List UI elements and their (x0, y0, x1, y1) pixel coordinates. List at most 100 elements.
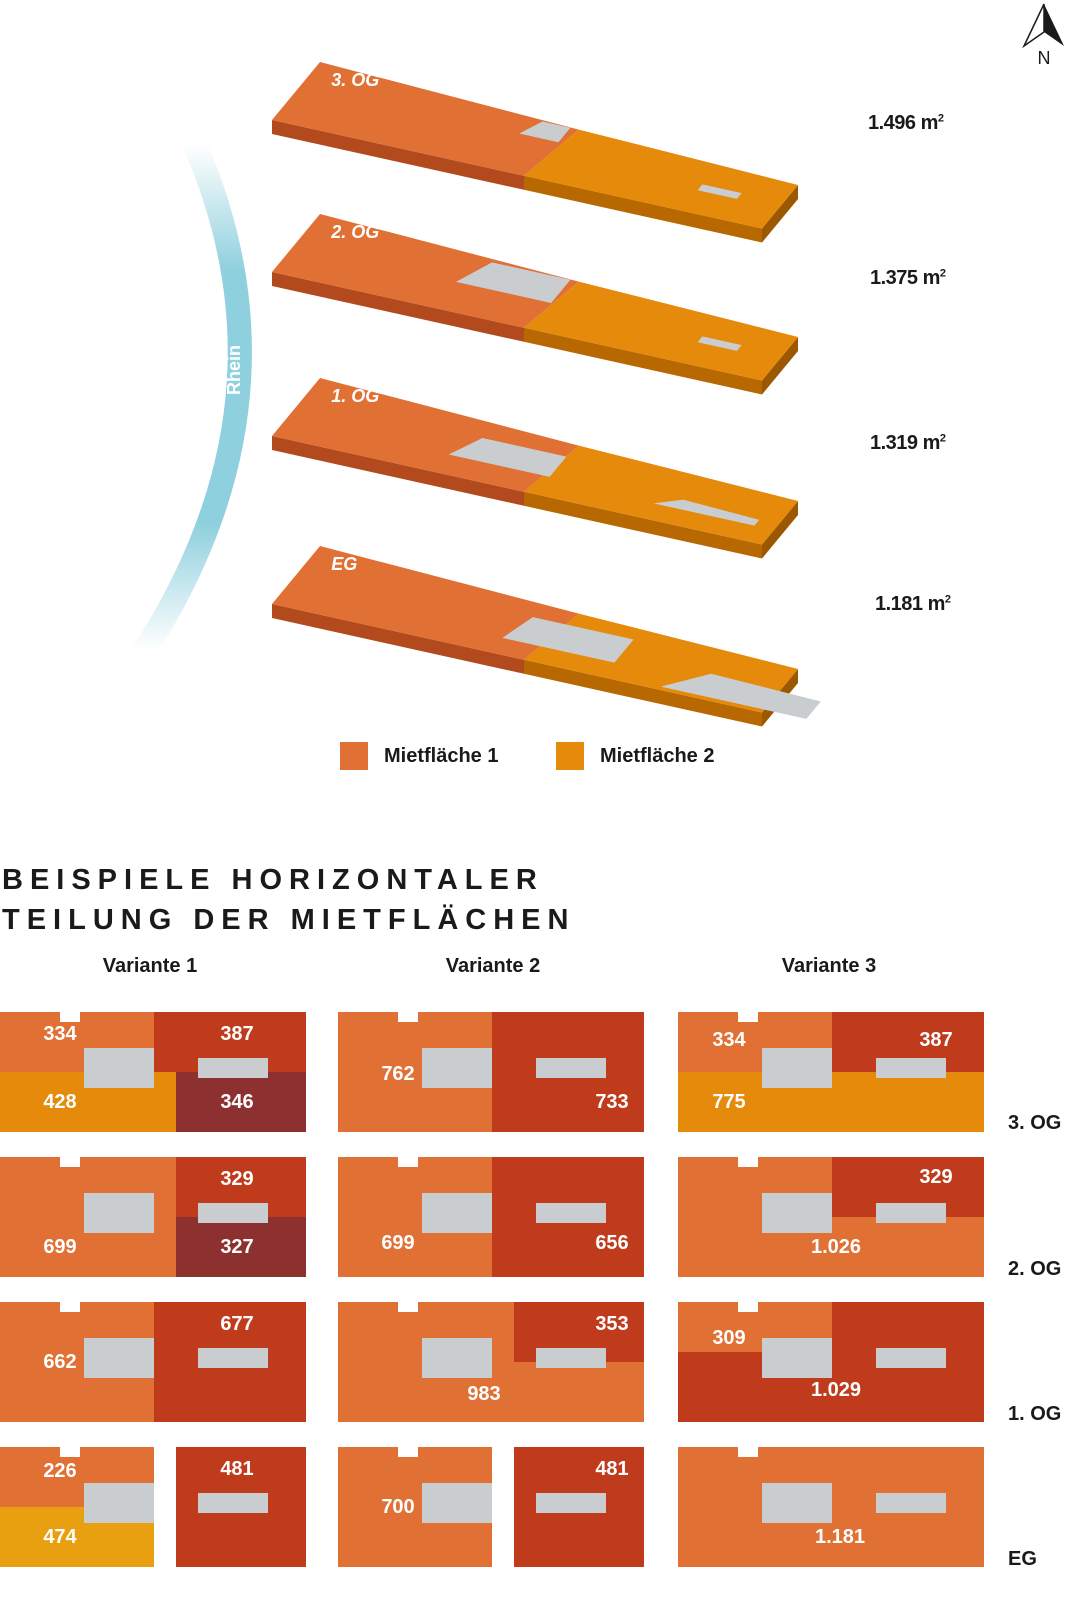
row-label-eg: EG (1008, 1548, 1037, 1570)
plan-area-value: 428 (43, 1091, 76, 1113)
core-area (448, 437, 567, 477)
floor-side-edge (762, 185, 798, 243)
plan-notch (738, 1447, 758, 1457)
core-area (697, 184, 742, 199)
section-title: BEISPIELE HORIZONTALER TEILUNG DER MIETF… (2, 860, 575, 940)
plan-core-area (84, 1338, 154, 1378)
plan-core-area (762, 1483, 832, 1523)
core-area (697, 336, 742, 351)
plan-notch (738, 1302, 758, 1312)
plan-area-value: 775 (712, 1091, 745, 1113)
plan-core-area (536, 1348, 606, 1368)
floor-name-label: 1. OG (331, 386, 379, 406)
plan-area-value: 353 (595, 1313, 628, 1335)
row-label-3og: 3. OG (1008, 1112, 1062, 1134)
plan-area-value: 983 (467, 1383, 500, 1405)
plan-core-area (762, 1338, 832, 1378)
plan-area-value: 1.029 (811, 1379, 861, 1401)
section-title-line-1: BEISPIELE HORIZONTALER (2, 864, 544, 896)
plan-area-value: 700 (381, 1496, 414, 1518)
variant-2-title: Variante 2 (445, 955, 541, 977)
plan-area-value: 733 (595, 1091, 628, 1113)
legend-item-mietflaeche-2: Mietfläche 2 (556, 742, 714, 770)
plan-area-value: 309 (712, 1327, 745, 1349)
floor-front-edge (272, 272, 524, 342)
plan-core-area (198, 1058, 268, 1078)
river-rhein (133, 133, 252, 662)
north-label: N (1038, 48, 1051, 68)
plan-core-area (876, 1058, 946, 1078)
legend-item-mietflaeche-1: Mietfläche 1 (340, 742, 498, 770)
plan-core-area (84, 1193, 154, 1233)
isometric-floor-stack: Rhein 3. OG 2. OG 1. OG EG (133, 62, 821, 727)
plan-core-area (422, 1338, 492, 1378)
area-label-eg: 1.181 m2 (875, 593, 951, 615)
plan-core-area (198, 1348, 268, 1368)
legend-swatch-mietflaeche-1 (340, 742, 368, 770)
plan-area-value: 699 (381, 1232, 414, 1254)
river-label: Rhein (224, 345, 244, 395)
legend-swatch-mietflaeche-2 (556, 742, 584, 770)
plan-area-value: 662 (43, 1351, 76, 1373)
area-label-2og: 1.375 m2 (870, 267, 946, 289)
legend-label: Mietfläche 2 (600, 744, 715, 767)
plan-notch (60, 1157, 80, 1167)
plan-area-value: 656 (595, 1232, 628, 1254)
floor-front-edge (272, 120, 524, 190)
floor-front-edge (272, 436, 524, 506)
mietflaeche-2-area (524, 129, 798, 229)
core-area (519, 121, 571, 143)
mietflaeche-1-area (272, 62, 579, 176)
plan-core-area (84, 1483, 154, 1523)
plan-notch (60, 1447, 80, 1457)
floor-front-edge (524, 327, 762, 395)
floor-name-label: 3. OG (331, 70, 379, 90)
row-label-1og: 1. OG (1008, 1403, 1062, 1425)
plan-notch (398, 1447, 418, 1457)
plan-area-value: 481 (220, 1458, 253, 1480)
plan-core-area (422, 1483, 492, 1523)
plan-area-value: 474 (43, 1526, 77, 1548)
floor-front-edge (272, 604, 524, 674)
plan-core-area (84, 1048, 154, 1088)
plan-area-value: 481 (595, 1458, 628, 1480)
plan-tenant-area (832, 1302, 984, 1352)
area-label-3og: 1.496 m2 (868, 112, 944, 134)
plan-notch (398, 1302, 418, 1312)
variant-3-title: Variante 3 (781, 955, 877, 977)
floor-name-label: EG (331, 554, 357, 574)
row-label-2og: 2. OG (1008, 1258, 1062, 1280)
plan-area-value: 327 (220, 1236, 253, 1258)
variant-1-title: Variante 1 (102, 955, 198, 977)
plan-notch (60, 1012, 80, 1022)
floor-side-edge (762, 501, 798, 559)
section-title-line-2: TEILUNG DER MIETFLÄCHEN (2, 904, 576, 936)
mietflaeche-2-area (524, 281, 798, 381)
plan-tenant-area (492, 1362, 644, 1422)
plan-area-value: 334 (43, 1023, 77, 1045)
mietflaeche-1-area (272, 546, 579, 660)
plan-core-area (876, 1493, 946, 1513)
plan-area-value: 334 (712, 1029, 746, 1051)
plan-notch (398, 1012, 418, 1022)
north-arrow-icon: N (1022, 3, 1064, 68)
plan-core-area (422, 1048, 492, 1088)
plan-area-value: 762 (381, 1063, 414, 1085)
plan-core-area (198, 1493, 268, 1513)
plan-area-value: 1.181 (815, 1526, 865, 1548)
core-area (660, 673, 821, 719)
mietflaeche-1-area (272, 214, 579, 328)
plan-tenant-area (176, 1217, 306, 1277)
plan-area-value: 1.026 (811, 1236, 861, 1258)
plan-area-value: 387 (919, 1029, 952, 1051)
plan-tenant-area (832, 1217, 984, 1277)
plan-core-area (876, 1203, 946, 1223)
core-area (653, 499, 760, 526)
plan-area-value: 677 (220, 1313, 253, 1335)
plan-core-area (422, 1193, 492, 1233)
legend-label: Mietfläche 1 (384, 744, 499, 767)
plan-notch (398, 1157, 418, 1167)
plan-notch (738, 1157, 758, 1167)
plan-area-value: 387 (220, 1023, 253, 1045)
